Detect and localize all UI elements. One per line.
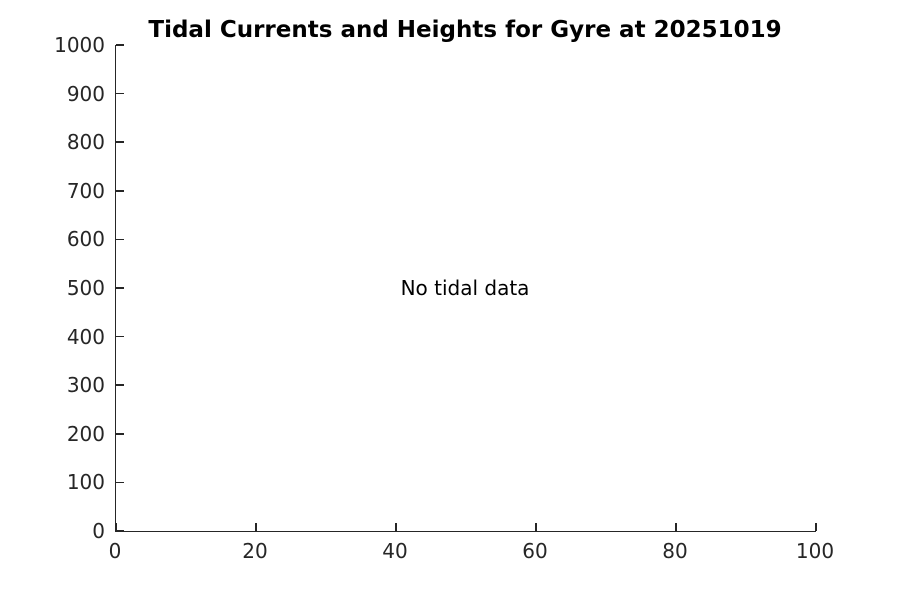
x-tick-label: 80 [662, 539, 688, 563]
y-tick-label: 700 [66, 178, 105, 203]
x-tick-label: 40 [382, 539, 408, 563]
x-tick-mark [815, 523, 817, 531]
y-tick-label: 1000 [54, 33, 105, 57]
y-tick-label: 900 [66, 81, 105, 106]
x-tick-label: 20 [242, 539, 268, 563]
y-tick-label: 300 [66, 373, 105, 398]
y-tick-mark [116, 190, 124, 192]
y-tick-mark [116, 530, 124, 532]
y-tick-mark [116, 335, 124, 338]
y-tick-label: 400 [66, 324, 105, 349]
x-tick-mark [535, 523, 537, 531]
y-tick-mark [116, 141, 124, 143]
y-tick-label: 200 [66, 421, 105, 446]
x-tick-mark [675, 523, 677, 531]
x-tick-label: 60 [522, 539, 548, 563]
x-tick-mark [115, 523, 117, 531]
y-tick-mark [116, 287, 124, 289]
no-data-annotation: No tidal data [400, 276, 530, 300]
y-tick-mark [116, 433, 124, 435]
plot-area [115, 44, 817, 532]
y-tick-mark [116, 92, 124, 95]
y-tick-mark [116, 384, 124, 386]
y-tick-mark [116, 238, 124, 241]
y-tick-label: 600 [66, 227, 105, 252]
x-tick-mark [395, 523, 397, 531]
x-tick-label: 100 [795, 539, 835, 563]
chart-title: Tidal Currents and Heights for Gyre at 2… [148, 17, 782, 43]
y-tick-mark [116, 481, 124, 484]
y-tick-label: 0 [92, 519, 105, 543]
y-tick-label: 500 [66, 276, 105, 300]
x-tick-label: 0 [108, 539, 122, 563]
x-tick-mark [255, 523, 257, 531]
y-tick-label: 800 [66, 130, 105, 155]
y-tick-mark [116, 44, 124, 46]
y-tick-label: 100 [66, 470, 105, 495]
